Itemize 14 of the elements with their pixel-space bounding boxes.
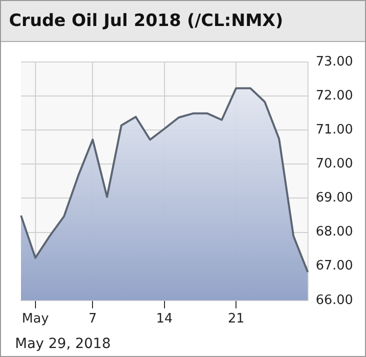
y-tick-label: 71.00 [316, 122, 353, 138]
y-tick-label: 68.00 [316, 224, 353, 240]
y-tick-label: 72.00 [316, 88, 353, 104]
x-tick-label: 21 [228, 312, 244, 327]
x-tick-label: 7 [88, 312, 97, 327]
y-tick-label: 66.00 [316, 292, 353, 308]
text: May 29, 2018 [15, 336, 111, 352]
y-tick-label: 67.00 [316, 258, 353, 274]
x-tick-label: 14 [156, 312, 173, 327]
x-tick-label: May [22, 312, 50, 327]
y-tick-label: 69.00 [316, 190, 353, 206]
chart-title: Crude Oil Jul 2018 (/CL:NMX) [1, 1, 365, 42]
y-tick-label: 73.00 [316, 54, 353, 70]
y-tick-label: 70.00 [316, 156, 353, 172]
